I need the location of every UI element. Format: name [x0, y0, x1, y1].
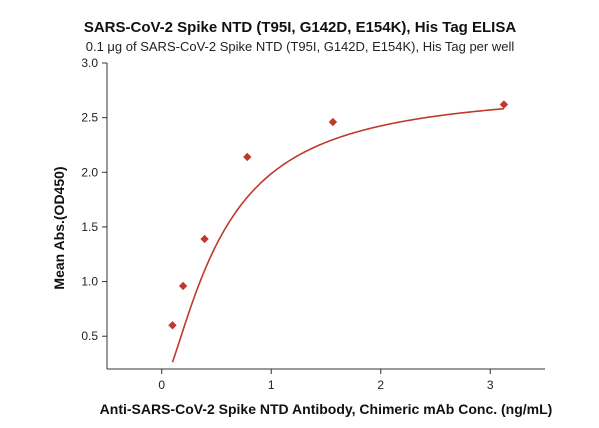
data-point [200, 234, 209, 244]
x-tick-label: 1 [268, 378, 275, 392]
y-tick-label: 0.5 [81, 329, 98, 343]
x-ticks: 0 1 2 3 [158, 369, 494, 392]
data-point [178, 281, 188, 291]
y-tick-label: 3.0 [81, 56, 98, 70]
y-tick-label: 2.0 [81, 165, 98, 179]
fit-curve [171, 107, 505, 363]
x-axis-label: Anti-SARS-CoV-2 Spike NTD Antibody, Chim… [100, 401, 553, 417]
y-axis-label: Mean Abs.(OD450) [51, 166, 67, 289]
y-ticks: 0.5 1.0 1.5 2.0 2.5 3.0 [81, 56, 107, 343]
y-tick-label: 2.5 [81, 111, 98, 125]
data-point [499, 100, 509, 109]
x-tick-label: 0 [158, 378, 165, 392]
chart-title: SARS-CoV-2 Spike NTD (T95I, G142D, E154K… [84, 19, 517, 36]
axes [106, 63, 545, 370]
y-tick-label: 1.5 [81, 220, 98, 234]
y-tick-label: 1.0 [81, 275, 98, 289]
data-point [328, 117, 338, 127]
chart-subtitle: 0.1 μg of SARS-CoV-2 Spike NTD (T95I, G1… [86, 39, 515, 54]
data-point [168, 321, 177, 330]
x-tick-label: 3 [487, 378, 494, 392]
data-point [243, 152, 252, 162]
x-tick-label: 2 [377, 378, 384, 392]
data-points [168, 100, 509, 330]
